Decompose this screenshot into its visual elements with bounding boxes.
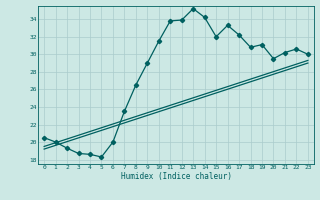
- X-axis label: Humidex (Indice chaleur): Humidex (Indice chaleur): [121, 172, 231, 181]
